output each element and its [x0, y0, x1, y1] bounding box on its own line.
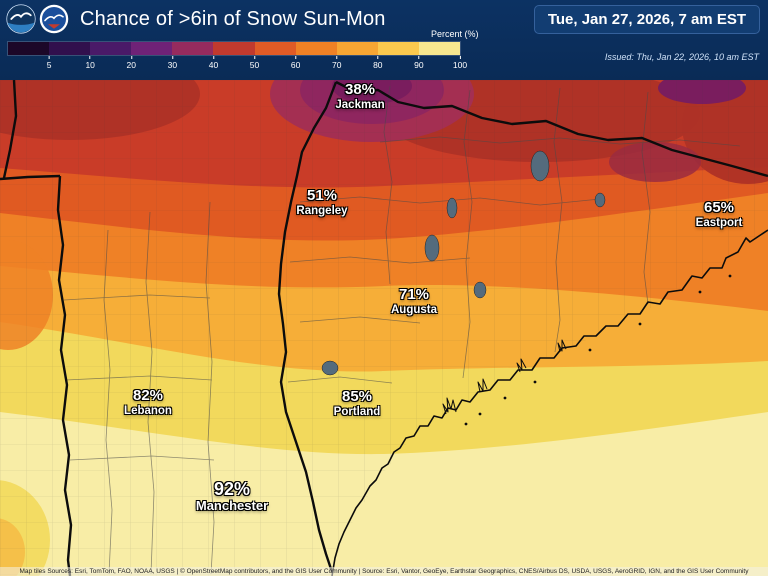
legend-tick: 80 — [373, 56, 382, 70]
legend-segment — [8, 42, 50, 55]
legend-segment — [49, 42, 91, 55]
probability-map — [0, 80, 768, 576]
legend-tick: 30 — [168, 56, 177, 70]
map-attribution: Map tiles Sources: Esri, TomTom, FAO, NO… — [0, 567, 768, 576]
lake — [530, 150, 550, 182]
legend-segment — [254, 42, 296, 55]
legend-tick: 60 — [291, 56, 300, 70]
legend-segment — [131, 42, 173, 55]
valid-time-box: Tue, Jan 27, 2026, 7 am EST — [533, 4, 760, 34]
map-area: 38% Jackman 51% Rangeley 65% Eastport 71% Augus… — [0, 80, 768, 576]
legend-segment — [172, 42, 214, 55]
legend-segment — [213, 42, 255, 55]
legend-segment — [377, 42, 419, 55]
header: Chance of >6in of Snow Sun-Mon Tue, Jan … — [0, 0, 768, 80]
page-title: Chance of >6in of Snow Sun-Mon — [80, 7, 386, 30]
legend-tick: 100 — [453, 56, 467, 70]
legend-segment — [90, 42, 132, 55]
vt-nh-border — [56, 175, 73, 576]
islands — [464, 274, 732, 426]
vt-canada-border — [0, 174, 61, 181]
legend-tick: 40 — [209, 56, 218, 70]
lake — [424, 234, 440, 262]
legend-tick: 90 — [414, 56, 423, 70]
legend-color-bar — [7, 41, 461, 56]
legend-tick: 5 — [47, 56, 52, 70]
legend-label: Percent (%) — [431, 29, 479, 39]
lake — [446, 197, 458, 219]
issued-text: Issued: Thu, Jan 22, 2026, 10 am EST — [604, 52, 759, 62]
legend-tick: 20 — [127, 56, 136, 70]
coastline — [331, 229, 768, 576]
maine-nh-border — [277, 81, 338, 573]
lake — [321, 360, 339, 376]
noaa-logo — [6, 4, 36, 34]
legend-tick: 10 — [85, 56, 94, 70]
legend-tick: 70 — [332, 56, 341, 70]
nw-border — [2, 80, 18, 179]
legend-ticks: 5 10 20 30 40 50 60 70 80 90 100 — [8, 56, 467, 70]
header-title-row: Chance of >6in of Snow Sun-Mon Tue, Jan … — [0, 0, 768, 38]
nws-logo — [39, 4, 69, 34]
legend-segment — [336, 42, 378, 55]
lake — [473, 281, 487, 299]
lake — [594, 192, 606, 208]
lakes — [321, 150, 606, 376]
legend-segment — [295, 42, 337, 55]
state-borders — [0, 80, 768, 576]
legend-segment — [418, 42, 461, 55]
canada-border — [335, 80, 768, 178]
legend-tick: 50 — [250, 56, 259, 70]
